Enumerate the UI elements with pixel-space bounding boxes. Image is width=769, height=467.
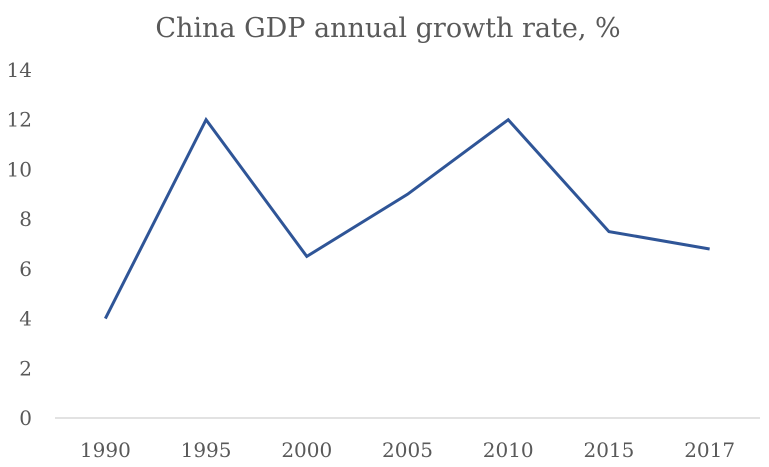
x-tick-label: 2017 [684, 438, 735, 462]
x-axis-ticks: 1990 1995 2000 2005 2010 2015 2017 [80, 438, 735, 462]
y-axis-ticks: 0 2 4 6 8 10 12 14 [7, 58, 32, 430]
x-tick-label: 2010 [483, 438, 534, 462]
y-tick-label: 8 [19, 207, 32, 231]
y-tick-label: 0 [19, 406, 32, 430]
x-tick-label: 1995 [181, 438, 232, 462]
y-tick-label: 6 [19, 257, 32, 281]
x-tick-label: 1990 [80, 438, 131, 462]
y-tick-label: 10 [7, 157, 32, 181]
x-tick-label: 2005 [382, 438, 433, 462]
chart-title: China GDP annual growth rate, % [155, 13, 620, 44]
series-group [104, 116, 710, 320]
x-tick-label: 2000 [281, 438, 332, 462]
y-tick-label: 2 [19, 356, 32, 380]
y-tick-label: 4 [19, 307, 32, 331]
x-tick-label: 2015 [583, 438, 634, 462]
series-line [104, 116, 710, 320]
y-tick-label: 12 [7, 108, 32, 132]
y-tick-label: 14 [7, 58, 32, 82]
